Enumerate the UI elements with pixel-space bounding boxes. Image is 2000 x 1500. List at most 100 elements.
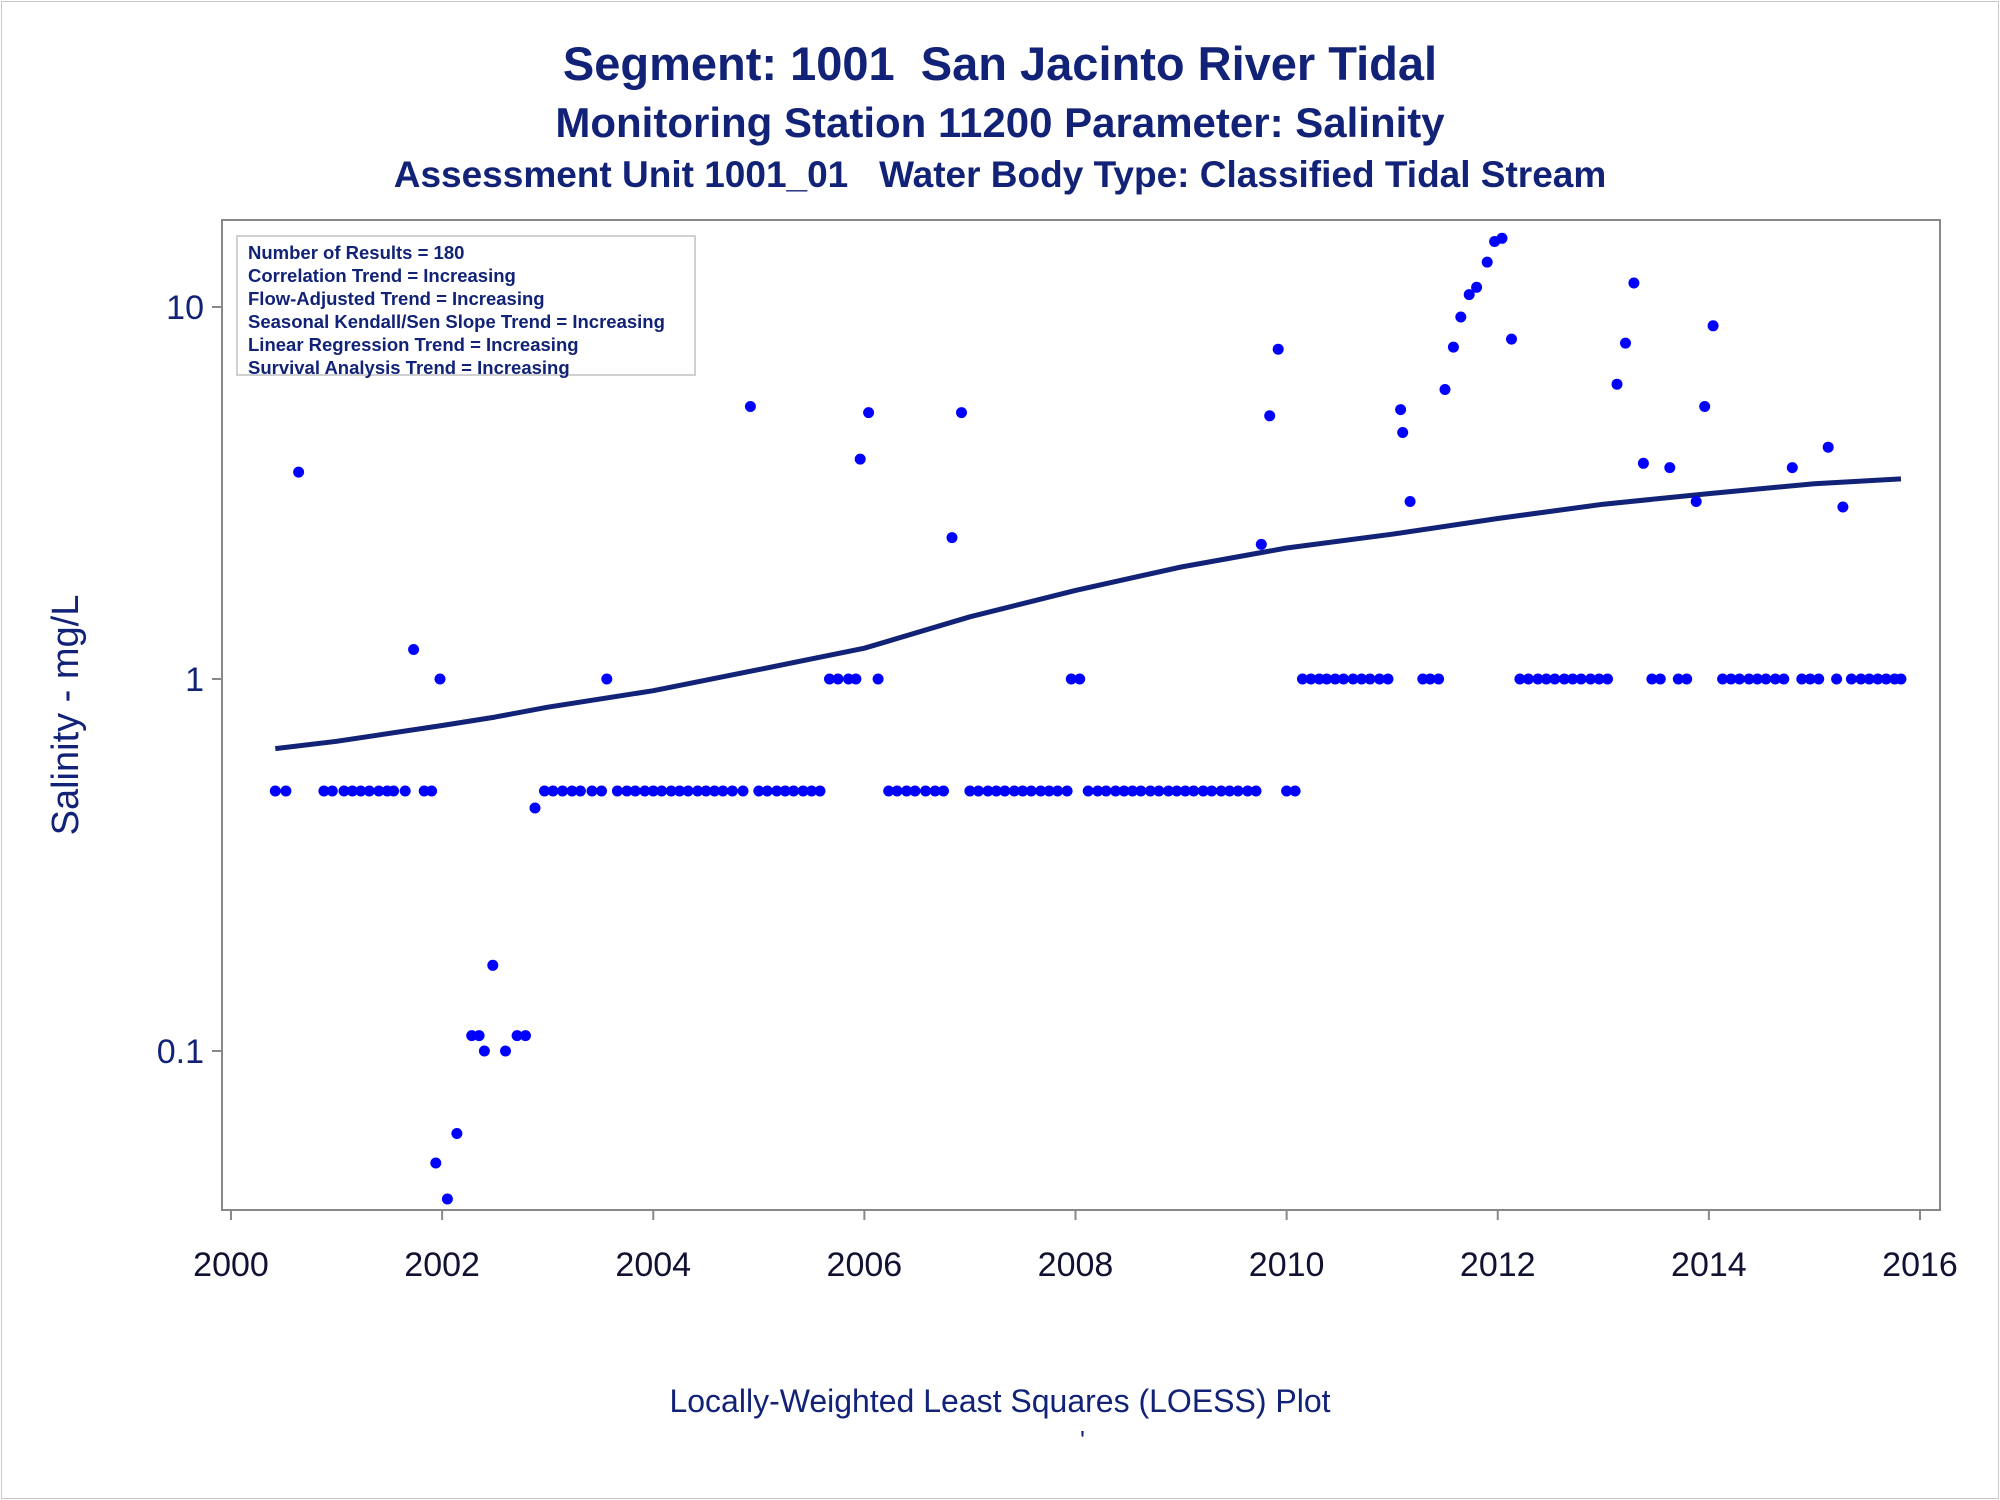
data-point [1855, 673, 1867, 685]
data-point [753, 785, 765, 797]
data-point [639, 785, 651, 797]
data-point [1522, 673, 1534, 685]
data-point [1179, 785, 1191, 797]
data-point [788, 785, 800, 797]
data-point [1447, 341, 1459, 353]
data-point [1135, 785, 1147, 797]
data-point [500, 1045, 511, 1057]
data-point [872, 673, 884, 685]
data-point [1074, 673, 1086, 685]
data-point [1404, 496, 1416, 507]
data-point [1250, 785, 1262, 797]
data-point [832, 673, 844, 685]
data-point [717, 785, 729, 797]
data-point [1110, 785, 1122, 797]
data-point [1025, 785, 1037, 797]
data-point [1863, 673, 1875, 685]
data-point [647, 785, 659, 797]
data-point [1778, 673, 1790, 685]
data-point [1699, 401, 1711, 412]
stat-seasonal-kendall: Seasonal Kendall/Sen Slope Trend = Incre… [248, 311, 665, 332]
data-point [806, 785, 818, 797]
data-point [901, 785, 913, 797]
data-point [850, 673, 862, 685]
data-point [399, 785, 411, 797]
x-axis: 2000 2002 2004 2006 2008 2010 2012 2014 2016 [193, 1210, 1958, 1284]
data-point [520, 1030, 531, 1042]
data-point [1127, 785, 1138, 797]
data-point [1206, 785, 1218, 797]
data-point [1118, 785, 1130, 797]
data-point [487, 959, 499, 971]
data-point [621, 785, 633, 797]
data-point [1397, 427, 1409, 438]
data-point [586, 785, 598, 797]
data-point [441, 1193, 453, 1205]
data-point [938, 785, 949, 797]
data-point [779, 785, 791, 797]
y-tick-label: 10 [166, 289, 204, 327]
data-point [1329, 673, 1341, 685]
data-point [1364, 673, 1376, 685]
data-point [346, 785, 358, 797]
data-point [1255, 538, 1267, 550]
data-point [744, 401, 756, 412]
data-point [1305, 673, 1317, 685]
data-point [1514, 673, 1526, 685]
data-point [1338, 673, 1350, 685]
data-point [964, 785, 976, 797]
data-point [854, 453, 866, 465]
data-point [1471, 281, 1483, 293]
data-point [999, 785, 1011, 797]
data-point [1585, 673, 1597, 685]
x-tick-label: 2014 [1671, 1246, 1747, 1284]
y-axis-label: Salinity - mg/L [45, 595, 87, 836]
data-point [1455, 311, 1467, 323]
data-point [1831, 673, 1843, 685]
data-point [355, 785, 367, 797]
data-point [1654, 673, 1666, 685]
y-axis: 0.1 1 10 [157, 289, 222, 1071]
data-point [1751, 673, 1763, 685]
data-point [1602, 673, 1613, 685]
data-point [1017, 785, 1029, 797]
data-point [1052, 785, 1064, 797]
data-point [1153, 785, 1165, 797]
x-tick-label: 2006 [827, 1246, 903, 1284]
data-point [1481, 256, 1493, 268]
data-point [1043, 785, 1055, 797]
data-point [1813, 673, 1825, 685]
data-point [1272, 343, 1284, 355]
data-point [1872, 673, 1884, 685]
data-point [1681, 673, 1693, 685]
data-point [434, 673, 446, 685]
data-point [326, 785, 338, 797]
data-point [1845, 673, 1857, 685]
data-point [1162, 785, 1174, 797]
data-point [946, 532, 958, 544]
x-tick-label: 2008 [1038, 1246, 1114, 1284]
data-point [1804, 673, 1816, 685]
data-point [1549, 673, 1561, 685]
data-point [1008, 785, 1020, 797]
data-point [1734, 673, 1745, 685]
data-point [269, 785, 281, 797]
data-point [1264, 410, 1276, 422]
data-point [863, 407, 875, 419]
data-point [956, 407, 967, 419]
data-point [1433, 673, 1445, 685]
data-point [529, 802, 541, 814]
data-point [1144, 785, 1156, 797]
data-point [797, 785, 809, 797]
data-point [1532, 673, 1544, 685]
data-point [1424, 673, 1436, 685]
data-point [1593, 673, 1605, 685]
data-point [709, 785, 720, 797]
data-point [539, 785, 550, 797]
data-point [473, 1030, 485, 1042]
data-point [1725, 673, 1737, 685]
data-point [338, 785, 350, 797]
data-point [1321, 673, 1333, 685]
